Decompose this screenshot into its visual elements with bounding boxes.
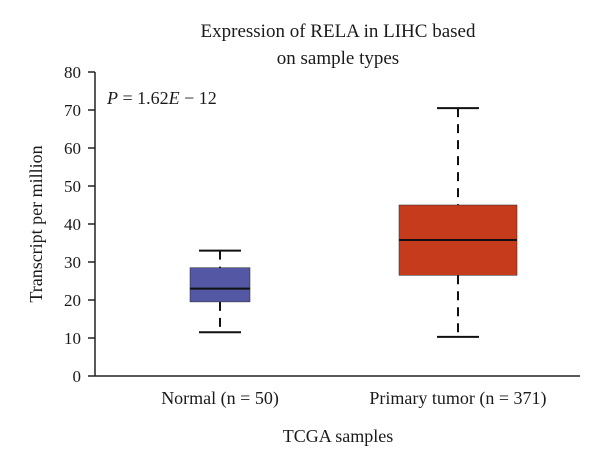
p-value: = 1.62 — [118, 88, 169, 108]
p-value-annotation: P = 1.62E − 12 — [106, 88, 217, 108]
y-tick-label: 30 — [64, 253, 81, 272]
p-exp-label: E — [168, 88, 180, 108]
y-tick-label: 80 — [64, 63, 81, 82]
chart-title-line2: on sample types — [277, 48, 399, 69]
box-series: Normal (n = 50) Primary tumor (n = 371) — [161, 107, 547, 409]
p-label: P — [106, 88, 118, 108]
y-tick-label: 20 — [64, 291, 81, 310]
x-category-label: Normal (n = 50) — [161, 388, 279, 409]
y-axis-ticks: 0 10 20 30 40 50 60 70 80 — [64, 63, 95, 386]
y-tick-label: 70 — [64, 101, 81, 120]
y-tick-label: 60 — [64, 139, 81, 158]
y-axis-label: Transcript per million — [26, 145, 46, 302]
box-group: Primary tumor (n = 371) — [369, 107, 547, 409]
y-tick-label: 10 — [64, 329, 81, 348]
box-group: Normal (n = 50) — [161, 249, 279, 409]
y-tick-label: 50 — [64, 177, 81, 196]
x-category-label: Primary tumor (n = 371) — [369, 388, 546, 409]
x-axis-label: TCGA samples — [283, 426, 394, 446]
y-tick-label: 0 — [73, 367, 82, 386]
chart-title-line1: Expression of RELA in LIHC based — [201, 21, 476, 42]
y-tick-label: 40 — [64, 215, 81, 234]
p-exp-value: − 12 — [180, 88, 217, 108]
iqr-box — [189, 267, 251, 303]
